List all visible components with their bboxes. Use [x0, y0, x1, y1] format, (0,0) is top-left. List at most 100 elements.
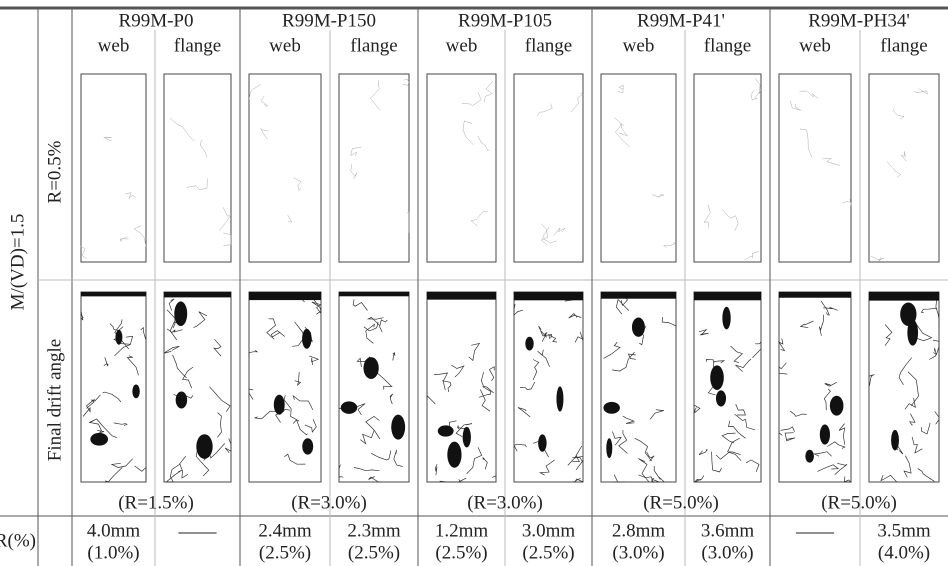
crack-line	[371, 451, 391, 461]
crack-line	[801, 321, 814, 328]
specimen-outline	[779, 74, 851, 262]
crack-line	[295, 372, 301, 385]
crack-line	[462, 93, 481, 106]
crack-line	[623, 416, 635, 424]
spalling	[514, 292, 583, 300]
crack-line	[478, 136, 490, 151]
spalling	[427, 292, 496, 300]
crack-line	[166, 470, 182, 482]
crack-line	[779, 363, 787, 374]
spalling	[81, 292, 146, 296]
spalling	[463, 427, 471, 448]
crack-line	[87, 395, 101, 409]
crack-line	[225, 438, 231, 452]
crack-width: 2.3mm	[347, 520, 401, 541]
crack-line	[921, 308, 937, 312]
crack-line	[293, 178, 301, 191]
crack-width: (1.0%)	[87, 542, 139, 563]
spalling	[601, 292, 676, 299]
crack-line	[366, 416, 380, 439]
specimen-outline	[339, 292, 409, 482]
crack-line	[169, 299, 174, 311]
crack-line	[910, 414, 915, 425]
crack-line	[729, 421, 746, 439]
spalling	[869, 292, 939, 301]
crack-line	[354, 467, 380, 470]
spalling	[556, 386, 563, 411]
crack-line	[183, 367, 194, 388]
specimen-outline	[164, 292, 231, 482]
crack-line	[615, 118, 630, 147]
crack-line	[575, 332, 583, 343]
crack-line	[201, 139, 207, 157]
spalling	[341, 401, 357, 413]
spalling	[249, 292, 321, 300]
crack-width: 3.0mm	[522, 520, 576, 541]
row-label: Final drift angle	[44, 339, 65, 461]
crack-line	[492, 476, 496, 479]
crack-line	[427, 391, 435, 404]
crack-line	[114, 423, 127, 426]
flange-label: flange	[704, 35, 751, 56]
crack-width: 1.2mm	[435, 520, 489, 541]
crack-line	[814, 452, 831, 457]
crack-line	[104, 137, 112, 141]
crack-line	[541, 331, 547, 342]
crack-line	[664, 243, 677, 248]
crack-line	[716, 452, 741, 459]
crack-line	[751, 90, 757, 100]
crack-line	[904, 456, 911, 478]
crack-line	[452, 365, 464, 377]
spalling	[90, 433, 108, 446]
crack-line	[469, 343, 480, 360]
crack-line	[538, 350, 550, 367]
crack-line	[842, 199, 851, 205]
crack-line	[745, 251, 760, 260]
crack-line	[120, 237, 128, 242]
crack-line	[305, 419, 316, 432]
crack-line	[366, 324, 375, 343]
crack-line	[549, 335, 557, 342]
crack-line	[293, 396, 313, 410]
crack-line	[612, 432, 621, 446]
crack-line	[249, 350, 257, 357]
crack-line	[103, 392, 121, 402]
spalling	[302, 329, 311, 349]
crack-line	[255, 411, 279, 419]
crack-line	[83, 399, 95, 416]
crack-width: 4.0mm	[87, 520, 141, 541]
crack-line	[537, 104, 552, 117]
figure: M/(VD)=1.5 R=0.5% Final drift angle R(%)…	[0, 0, 948, 566]
crack-line	[635, 438, 652, 461]
crack-line	[662, 317, 676, 329]
crack-width: (2.5%)	[348, 542, 400, 563]
crack-line	[650, 410, 664, 419]
crack-width: (2.5%)	[259, 542, 311, 563]
final-drift: (R=1.5%)	[118, 492, 194, 513]
crack-line	[694, 405, 700, 412]
crack-line	[375, 371, 392, 389]
crack-line	[393, 352, 395, 360]
crack-line	[514, 444, 526, 451]
crack-line	[823, 158, 841, 165]
crack-line	[467, 447, 482, 473]
crack-width: ——	[178, 521, 218, 542]
crack-line	[779, 338, 785, 350]
spalling	[339, 292, 409, 296]
spalling	[603, 402, 620, 414]
specimen-outline	[869, 74, 939, 262]
flange-label: flange	[350, 35, 397, 56]
crack-line	[885, 325, 892, 346]
web-label: web	[98, 35, 130, 56]
crack-width: (2.5%)	[522, 542, 574, 563]
spalling	[196, 434, 212, 459]
crack-line	[351, 164, 358, 178]
crack-line	[935, 411, 939, 424]
crack-line	[164, 346, 179, 353]
spalling	[805, 450, 814, 463]
row-label: R=0.5%	[44, 140, 65, 203]
crack-line	[364, 322, 378, 331]
crack-line	[614, 475, 625, 482]
crack-line	[735, 414, 756, 430]
crack-line	[284, 395, 299, 421]
